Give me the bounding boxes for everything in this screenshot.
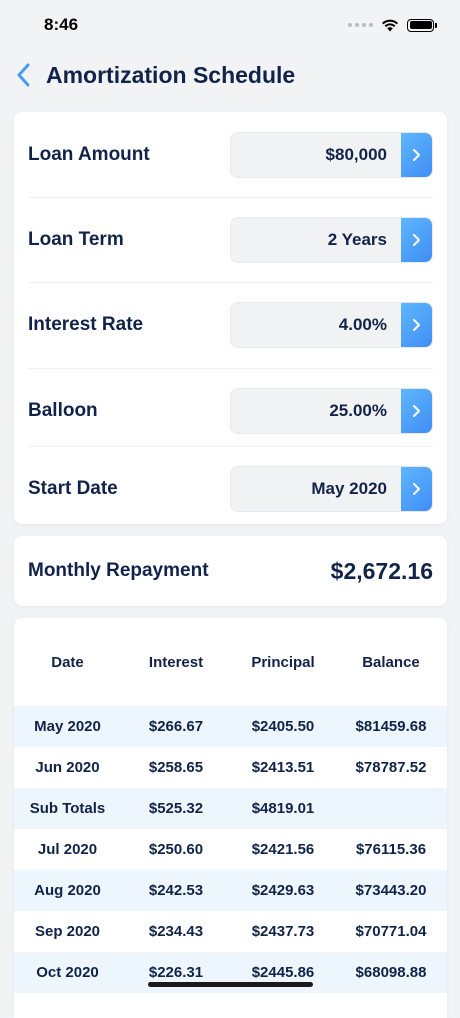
header-principal: Principal [251, 653, 315, 671]
loan-term-row: Loan Term 2 Years [14, 197, 447, 282]
cell-interest: $258.65 [148, 759, 204, 776]
cell-principal: $2405.50 [251, 718, 315, 735]
chevron-right-icon[interactable] [401, 302, 432, 347]
header-balance: Balance [362, 653, 420, 671]
interest-rate-row: Interest Rate 4.00% [14, 282, 447, 367]
cell-principal: $2445.86 [251, 964, 315, 981]
cell-balance: $68098.88 [355, 964, 427, 981]
cell-date: Aug 2020 [34, 882, 101, 899]
nav-bar: Amortization Schedule [0, 52, 460, 98]
monthly-repayment-value: $2,672.16 [330, 557, 433, 584]
cell-balance: $81459.68 [355, 718, 427, 735]
subtotal-row: Sub Totals $525.32 $4819.01 [14, 788, 447, 829]
table-row: Aug 2020 $242.53 $2429.63 $73443.20 [14, 870, 447, 911]
cell-date: May 2020 [34, 718, 101, 735]
chevron-right-icon[interactable] [401, 132, 432, 177]
cell-balance: $70771.04 [355, 923, 427, 940]
loan-amount-field[interactable]: $80,000 [230, 131, 433, 178]
cell-balance: $76115.36 [355, 841, 427, 858]
cell-principal: $2421.56 [251, 841, 315, 858]
battery-icon [407, 18, 437, 32]
chevron-right-icon[interactable] [401, 466, 432, 511]
interest-rate-label: Interest Rate [28, 313, 144, 335]
schedule-table[interactable]: Date Interest Principal Balance May 2020… [14, 618, 447, 1018]
cell-date: Jul 2020 [37, 841, 98, 858]
table-row: Jul 2020 $250.60 $2421.56 $76115.36 [14, 829, 447, 870]
cell-date: Sep 2020 [34, 923, 101, 940]
loan-term-value: 2 Years [327, 229, 387, 249]
table-row: Jun 2020 $258.65 $2413.51 $78787.52 [14, 747, 447, 788]
page-title: Amortization Schedule [46, 61, 296, 88]
start-date-label: Start Date [28, 477, 118, 499]
cell-interest: $250.60 [148, 841, 204, 858]
cell-interest: $266.67 [148, 718, 204, 735]
header-interest: Interest [148, 653, 204, 671]
cell-interest: $525.32 [148, 800, 204, 817]
balloon-value: 25.00% [329, 400, 387, 420]
loan-term-field[interactable]: 2 Years [230, 216, 433, 263]
cell-principal: $4819.01 [251, 800, 315, 817]
table-header: Date Interest Principal Balance [14, 618, 447, 706]
cell-date: Oct 2020 [36, 964, 99, 981]
loan-amount-value: $80,000 [325, 144, 387, 164]
balloon-row: Balloon 25.00% [14, 368, 447, 453]
table-row: May 2020 $266.67 $2405.50 $81459.68 [14, 706, 447, 747]
chevron-right-icon[interactable] [401, 388, 432, 433]
cell-balance: $78787.52 [355, 759, 427, 776]
cell-interest: $226.31 [148, 964, 204, 981]
cellular-signal-icon [348, 23, 373, 27]
loan-term-label: Loan Term [28, 228, 124, 250]
loan-inputs-card: Loan Amount $80,000 Loan Term 2 Years In… [14, 112, 447, 524]
balloon-field[interactable]: 25.00% [230, 387, 433, 434]
start-date-value: May 2020 [311, 478, 387, 498]
chevron-right-icon[interactable] [401, 217, 432, 262]
status-time: 8:46 [44, 15, 79, 34]
loan-amount-row: Loan Amount $80,000 [14, 112, 447, 197]
start-date-field[interactable]: May 2020 [230, 465, 433, 512]
table-row: Sep 2020 $234.43 $2437.73 $70771.04 [14, 911, 447, 952]
start-date-row: Start Date May 2020 [14, 446, 447, 531]
back-chevron-icon[interactable] [16, 62, 38, 88]
status-icons [348, 18, 437, 32]
status-bar: 8:46 [0, 0, 460, 50]
cell-balance: $73443.20 [355, 882, 427, 899]
home-indicator[interactable] [148, 982, 313, 987]
loan-amount-label: Loan Amount [28, 143, 150, 165]
cell-date: Sub Totals [29, 800, 106, 817]
cell-interest: $242.53 [148, 882, 204, 899]
header-date: Date [51, 653, 84, 671]
interest-rate-field[interactable]: 4.00% [230, 301, 433, 348]
monthly-repayment-label: Monthly Repayment [28, 560, 209, 581]
cell-principal: $2437.73 [251, 923, 315, 940]
cell-date: Jun 2020 [35, 759, 100, 776]
cell-principal: $2413.51 [251, 759, 315, 776]
wifi-icon [382, 19, 398, 31]
cell-interest: $234.43 [148, 923, 204, 940]
cell-principal: $2429.63 [251, 882, 315, 899]
interest-rate-value: 4.00% [338, 314, 387, 334]
monthly-repayment-card: Monthly Repayment $2,672.16 [14, 536, 447, 606]
balloon-label: Balloon [28, 399, 98, 421]
